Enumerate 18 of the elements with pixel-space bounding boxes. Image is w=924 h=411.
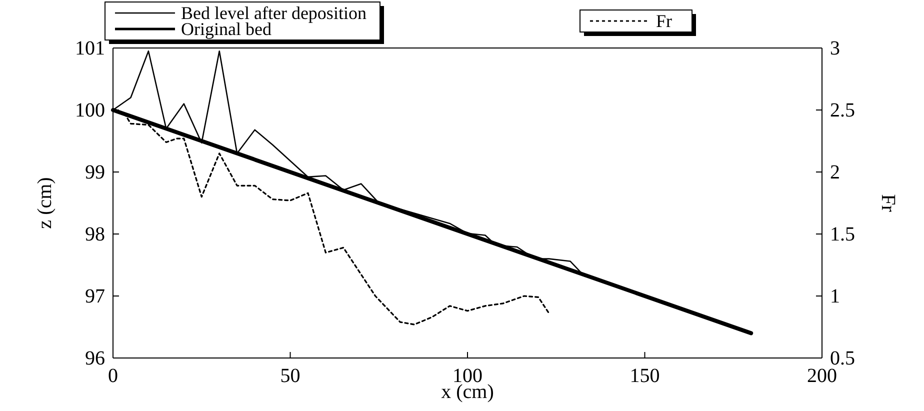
y-tick-label: 100 [75, 99, 105, 122]
x-tick-label: 50 [280, 365, 300, 388]
x-tick-label: 150 [630, 365, 660, 388]
x-axis-title: x (cm) [441, 381, 494, 403]
y2-tick-label: 1.5 [830, 223, 855, 246]
y2-axis-title: Fr [877, 194, 899, 212]
y2-tick-label: 1 [830, 285, 840, 308]
y2-tick-label: 2.5 [830, 99, 855, 122]
y2-tick-label: 2 [830, 161, 840, 184]
y-tick-label: 98 [85, 223, 105, 246]
legend-label: Fr [656, 11, 672, 31]
y-tick-label: 99 [85, 161, 105, 184]
y-tick-label: 97 [85, 285, 105, 308]
y-tick-label: 101 [75, 37, 105, 60]
y2-tick-label: 3 [830, 37, 840, 60]
x-tick-label: 0 [108, 365, 118, 388]
y-axis-title: z (cm) [34, 177, 56, 229]
y-tick-label: 96 [85, 347, 105, 370]
